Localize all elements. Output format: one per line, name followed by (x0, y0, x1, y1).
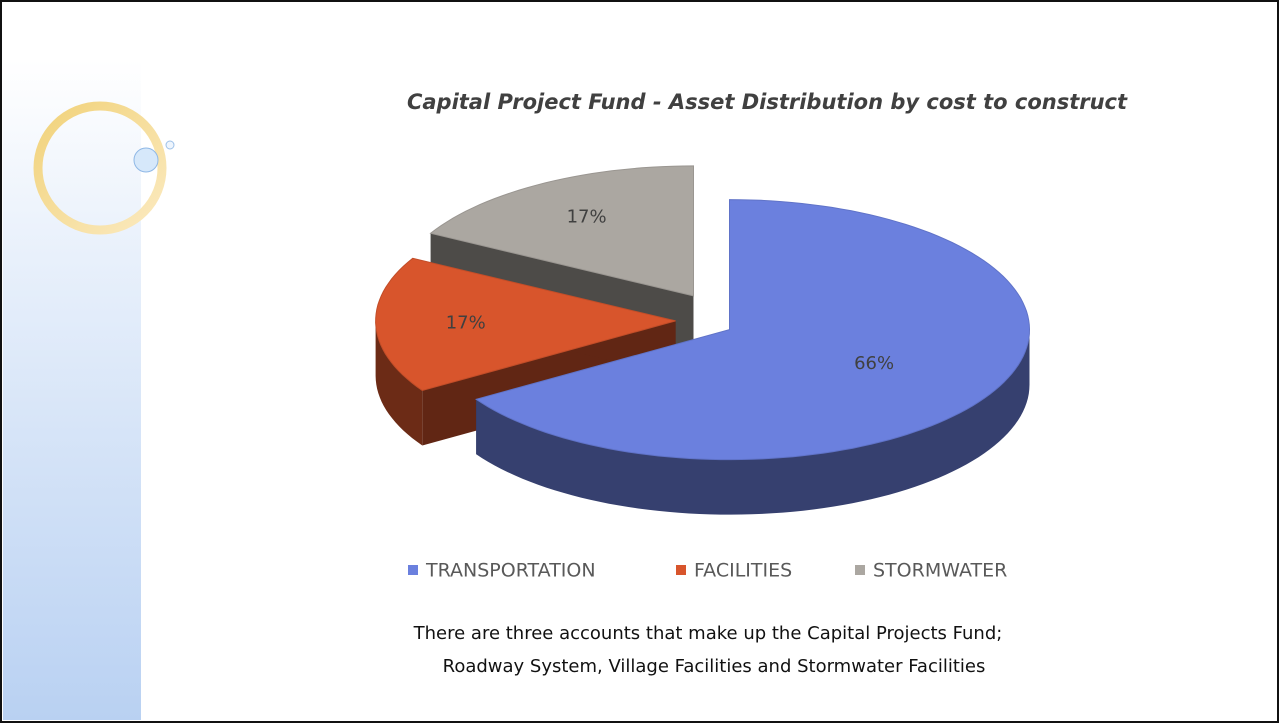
caption-line: Roadway System, Village Facilities and S… (443, 656, 986, 677)
side-band (3, 60, 141, 720)
pie: 17% 17% 66% (375, 165, 1031, 515)
pie-slice (429, 165, 694, 297)
data-label: 17% (567, 207, 607, 228)
ring-decoration (33, 101, 167, 235)
bubble-decoration (165, 140, 175, 150)
data-label: 66% (854, 353, 894, 374)
slice-side (476, 329, 1030, 515)
legend-label: STORMWATER (873, 560, 1007, 582)
slice-side (375, 320, 423, 446)
legend: TRANSPORTATION FACILITIES STORMWATER (408, 560, 1007, 582)
pie-slice (475, 199, 1031, 461)
legend-label: FACILITIES (694, 560, 792, 582)
pie-slice (375, 257, 676, 392)
legend-swatch (408, 565, 418, 575)
bubble-decoration (133, 147, 159, 173)
caption-line: There are three accounts that make up th… (413, 623, 1003, 644)
chart-title: Capital Project Fund - Asset Distributio… (407, 90, 1128, 114)
data-label: 17% (446, 313, 486, 334)
legend-swatch (855, 565, 865, 575)
legend-swatch (676, 565, 686, 575)
legend-label: TRANSPORTATION (425, 560, 596, 582)
